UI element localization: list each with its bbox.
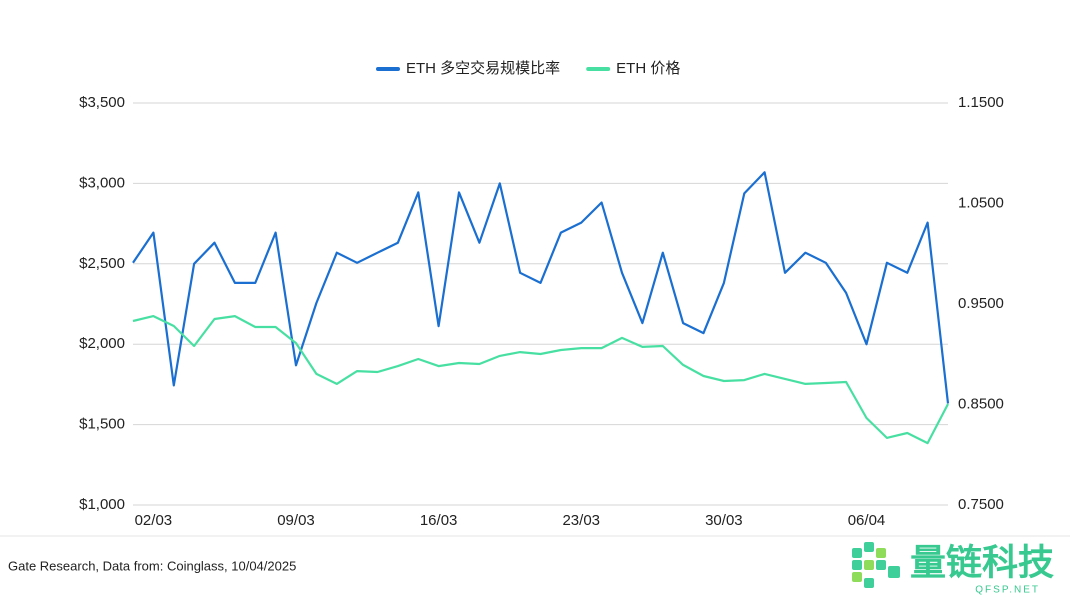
x-tick-label: 06/04 bbox=[848, 512, 886, 529]
y-tick-label: $2,000 bbox=[79, 335, 125, 352]
y2-tick-label: 0.9500 bbox=[958, 295, 1004, 312]
source-note: Gate Research, Data from: Coinglass, 10/… bbox=[8, 558, 296, 573]
y-tick-label: $2,500 bbox=[79, 255, 125, 272]
y-tick-label: $1,500 bbox=[79, 416, 125, 433]
x-tick-label: 23/03 bbox=[562, 512, 600, 529]
data-line bbox=[132, 171, 950, 404]
y2-tick-label: 1.0500 bbox=[958, 194, 1004, 211]
data-line bbox=[132, 315, 949, 445]
x-tick-label: 09/03 bbox=[277, 512, 315, 529]
y2-tick-label: 1.1500 bbox=[958, 94, 1004, 111]
legend-label: ETH 价格 bbox=[616, 60, 680, 77]
x-tick-label: 02/03 bbox=[135, 512, 173, 529]
logo-subtext: QFSP.NET bbox=[975, 585, 1040, 596]
y-tick-label: $3,000 bbox=[79, 174, 125, 191]
y2-tick-label: 0.8500 bbox=[958, 395, 1004, 412]
logo-icon bbox=[852, 542, 900, 588]
x-tick-label: 16/03 bbox=[420, 512, 458, 529]
legend-label: ETH 多空交易规模比率 bbox=[406, 59, 560, 77]
y-tick-label: $3,500 bbox=[79, 94, 125, 111]
x-tick-label: 30/03 bbox=[705, 512, 743, 529]
y2-tick-label: 0.7500 bbox=[958, 496, 1004, 513]
y-tick-label: $1,000 bbox=[79, 496, 125, 513]
logo-text: 量链科技 bbox=[910, 542, 1054, 583]
